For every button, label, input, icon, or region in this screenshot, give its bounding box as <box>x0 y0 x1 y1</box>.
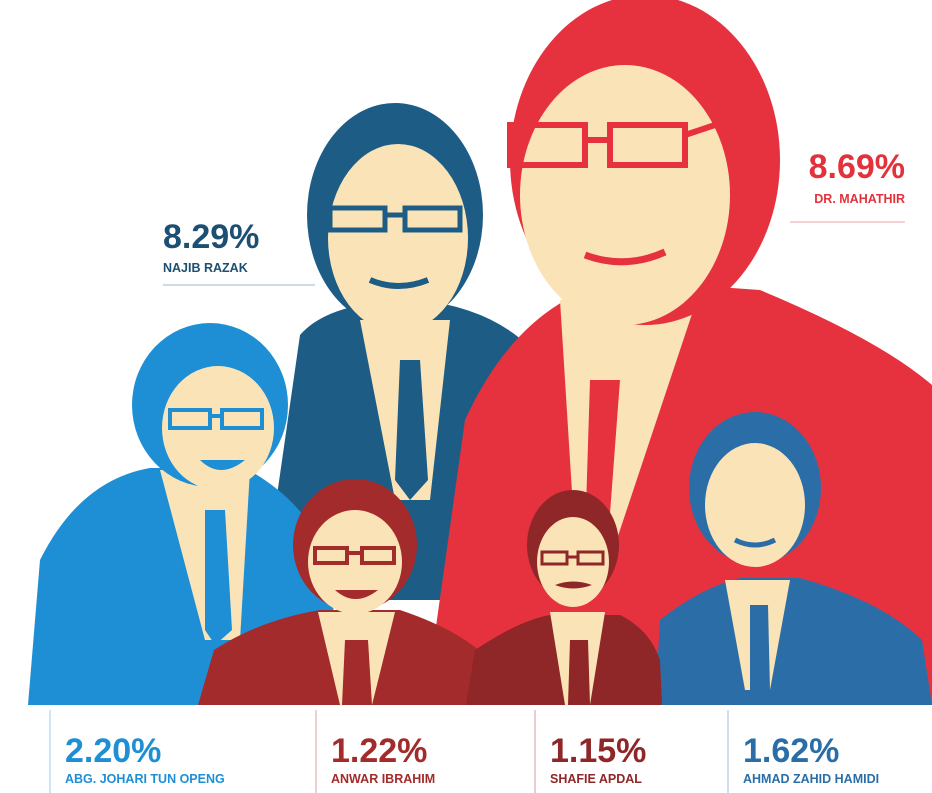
percent: 1.22% <box>331 732 427 770</box>
name: ANWAR IBRAHIM <box>331 772 435 786</box>
name: NAJIB RAZAK <box>163 261 248 275</box>
face <box>520 65 730 325</box>
name: SHAFIE APDAL <box>550 772 642 786</box>
percent: 8.29% <box>163 218 259 256</box>
tie <box>750 605 770 690</box>
face <box>328 144 468 332</box>
page: {"people": [ {"percent": "8.29%", "name"… <box>0 0 932 793</box>
percent: 2.20% <box>65 732 161 770</box>
percent: 8.69% <box>809 148 905 186</box>
tie <box>568 640 590 705</box>
face <box>537 517 609 607</box>
infographic: 8.29% NAJIB RAZAK 8.69% DR. MAHATHIR 2.2… <box>0 0 932 793</box>
face <box>705 443 805 567</box>
percent: 1.62% <box>743 732 839 770</box>
name: DR. MAHATHIR <box>814 192 905 206</box>
percent: 1.15% <box>550 732 646 770</box>
tie <box>342 640 372 705</box>
name: ABG. JOHARI TUN OPENG <box>65 772 225 786</box>
name: AHMAD ZAHID HAMIDI <box>743 772 879 786</box>
